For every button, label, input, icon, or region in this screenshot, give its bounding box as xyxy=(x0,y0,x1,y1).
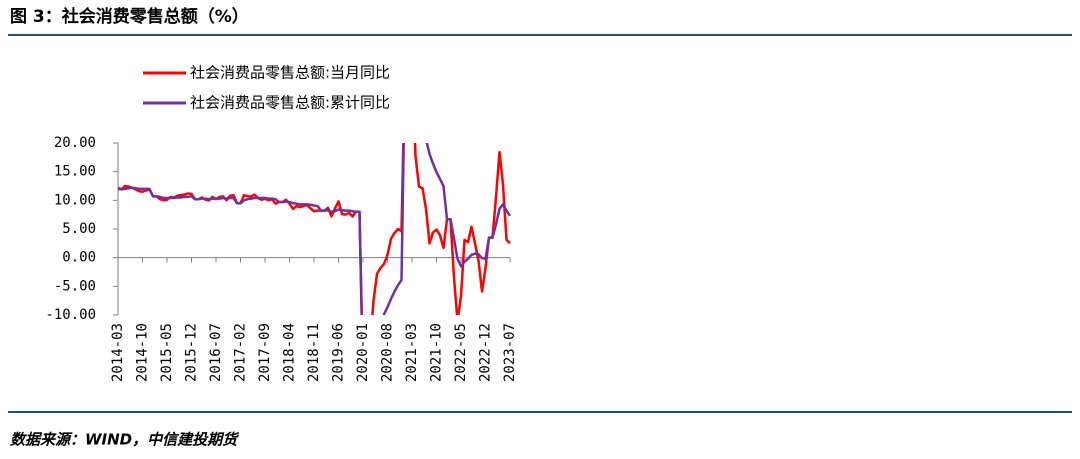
y-tick-label: 5.00 xyxy=(62,221,96,237)
x-tick-label: 2017-09 xyxy=(257,323,273,382)
source-note: 数据来源：WIND，中信建投期货 xyxy=(10,431,240,449)
x-tick-label: 2020-01 xyxy=(355,323,371,382)
x-tick-label: 2018-11 xyxy=(306,323,322,382)
x-tick-label: 2017-02 xyxy=(233,323,249,382)
y-tick-label: 10.00 xyxy=(54,192,96,208)
x-tick-label: 2022-05 xyxy=(453,323,469,382)
x-tick-label: 2014-03 xyxy=(110,323,126,382)
series-line xyxy=(118,143,512,315)
plot-area xyxy=(118,143,512,315)
x-tick-label: 2018-04 xyxy=(282,323,298,382)
x-tick-label: 2015-05 xyxy=(159,323,175,382)
y-tick-label: 15.00 xyxy=(54,164,96,180)
x-tick-label: 2023-07 xyxy=(502,323,518,382)
y-tick-label: 20.00 xyxy=(54,135,96,151)
y-tick-label: -10.00 xyxy=(45,307,96,323)
x-tick-label: 2014-10 xyxy=(135,323,151,382)
x-tick-label: 2019-06 xyxy=(331,323,347,382)
series-line xyxy=(118,143,511,315)
x-tick-label: 2022-12 xyxy=(478,323,494,382)
y-tick-label: -5.00 xyxy=(54,278,96,294)
x-tick-label: 2015-12 xyxy=(184,323,200,382)
y-tick-label: 0.00 xyxy=(62,250,96,266)
x-tick-label: 2016-07 xyxy=(208,323,224,382)
x-tick-label: 2021-10 xyxy=(429,323,445,382)
x-tick-label: 2021-03 xyxy=(404,323,420,382)
legend-label: 社会消费品零售总额:当月同比 xyxy=(190,64,390,82)
legend-label: 社会消费品零售总额:累计同比 xyxy=(190,94,390,112)
chart-title: 图 3：社会消费零售总额（%） xyxy=(10,6,249,27)
x-tick-label: 2020-08 xyxy=(380,323,396,382)
